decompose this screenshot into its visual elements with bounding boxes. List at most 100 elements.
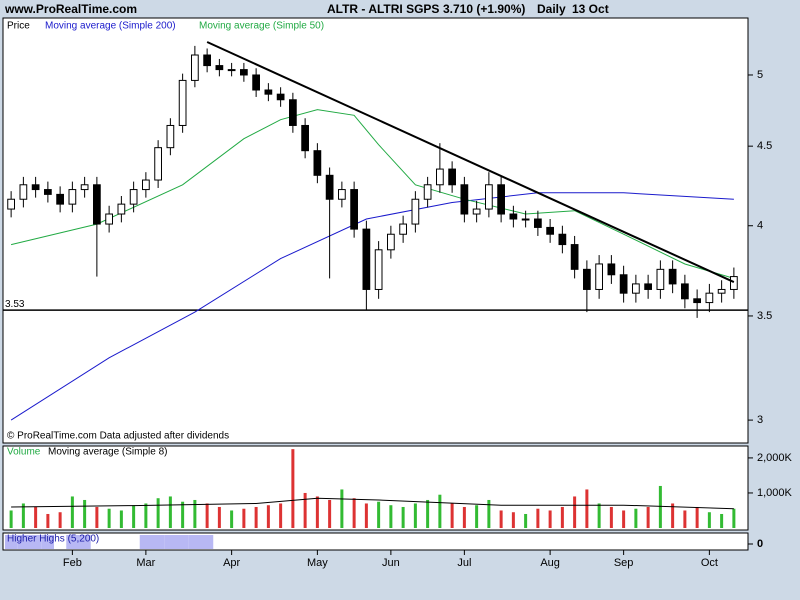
volume-bar — [119, 510, 123, 528]
volume-bar — [401, 506, 405, 528]
volume-bar — [291, 449, 295, 528]
x-tick-label: May — [307, 557, 328, 569]
price-label: 3.710 (+1.90%) — [443, 2, 525, 16]
indicator-area — [164, 535, 177, 549]
candle-body — [203, 54, 211, 67]
indicator-area — [17, 535, 30, 549]
ma-line — [11, 497, 734, 510]
volume-bar — [352, 498, 356, 528]
volume-bar — [597, 503, 601, 528]
volume-bar — [83, 499, 87, 528]
volume-bar — [279, 503, 283, 528]
volume-bar — [475, 505, 479, 528]
volume-bar — [205, 503, 209, 528]
x-tick-label: Jun — [382, 557, 400, 569]
candle-body — [276, 93, 285, 101]
volume-bar — [560, 506, 564, 528]
y-tick-label: 2,000K — [757, 452, 793, 464]
volume-bar — [340, 489, 344, 528]
candle-body — [460, 184, 469, 215]
volume-bar — [132, 505, 136, 528]
candle-body — [644, 283, 652, 290]
candle-body — [154, 147, 162, 181]
volume-bar — [46, 513, 50, 528]
x-tick-label: Sep — [614, 557, 634, 569]
y-tick-label: 5 — [757, 69, 763, 81]
indicator-area — [78, 535, 91, 549]
volume-bar — [181, 501, 185, 528]
indicator-area — [41, 535, 54, 549]
volume-bar — [462, 506, 466, 528]
y-tick-label: 4 — [757, 220, 763, 232]
volume-bar — [426, 499, 430, 528]
volume-bar — [536, 508, 540, 528]
candle-body — [546, 226, 554, 235]
period: Daily — [537, 2, 566, 16]
candle-body — [509, 213, 518, 220]
candle-body — [117, 203, 126, 215]
indicator-area — [188, 535, 201, 549]
candle-body — [129, 189, 138, 205]
candle-body — [485, 184, 493, 210]
y-tick-label: 3 — [757, 414, 763, 426]
candle-body — [362, 228, 371, 290]
legend-ma50: Moving average (Simple 50) — [199, 21, 324, 32]
candle-body — [681, 283, 689, 300]
volume-bar — [34, 506, 38, 528]
candle-body — [240, 69, 248, 76]
candle-body — [19, 184, 28, 200]
x-tick-label: Mar — [136, 557, 155, 569]
volume-bar — [634, 508, 638, 528]
candle-body — [105, 213, 113, 225]
volume-bar — [646, 506, 650, 528]
candle-body — [668, 268, 677, 285]
volume-bar — [413, 503, 417, 528]
volume-bar — [377, 501, 381, 528]
volume-bar — [658, 485, 662, 528]
volume-bar — [156, 498, 160, 528]
candle-body — [264, 89, 273, 95]
x-tick-label: Feb — [63, 557, 82, 569]
candle-body — [215, 65, 224, 71]
candle-body — [521, 218, 530, 221]
plot-layer: 3 3.5 4 4.5 5 3.53 Volume 1,000K 2,000K Higher Hi… — [3, 41, 793, 569]
candle-body — [693, 298, 701, 304]
volume-bar — [707, 512, 711, 528]
candle-body — [31, 184, 40, 191]
candle-body — [178, 79, 187, 126]
candle-body — [534, 218, 542, 228]
volume-bar — [193, 499, 197, 528]
x-tick-label: Apr — [223, 557, 240, 569]
candle-body — [80, 184, 89, 191]
volume-bar — [266, 505, 270, 528]
candle-body — [423, 184, 432, 200]
candle-body — [338, 189, 346, 200]
candle-body — [730, 276, 738, 290]
candle-body — [301, 124, 309, 152]
volume-bar — [242, 508, 246, 528]
y-tick-label: 4.5 — [757, 140, 772, 152]
candle-body — [497, 184, 505, 215]
candle-body — [313, 150, 322, 176]
volume-bar — [683, 510, 687, 528]
volume-bar — [609, 506, 613, 528]
candle-body — [607, 263, 616, 276]
volume-bar — [499, 510, 503, 528]
candle-body — [252, 74, 260, 91]
price-panel — [2, 17, 749, 444]
volume-bar — [695, 506, 699, 528]
legend-price: Price — [7, 21, 30, 32]
volume-bar — [364, 503, 368, 528]
support-label: 3.53 — [5, 299, 25, 310]
date: 13 Oct — [572, 2, 609, 16]
volume-bar — [622, 510, 626, 528]
volume-bar — [511, 512, 515, 528]
y-tick-label: 3.5 — [757, 310, 772, 322]
candle-body — [656, 268, 665, 290]
volume-bar — [230, 510, 234, 528]
legend-volume-ma: Moving average (Simple 8) — [48, 447, 168, 458]
candle-body — [436, 168, 444, 186]
volume-bar — [585, 489, 589, 528]
